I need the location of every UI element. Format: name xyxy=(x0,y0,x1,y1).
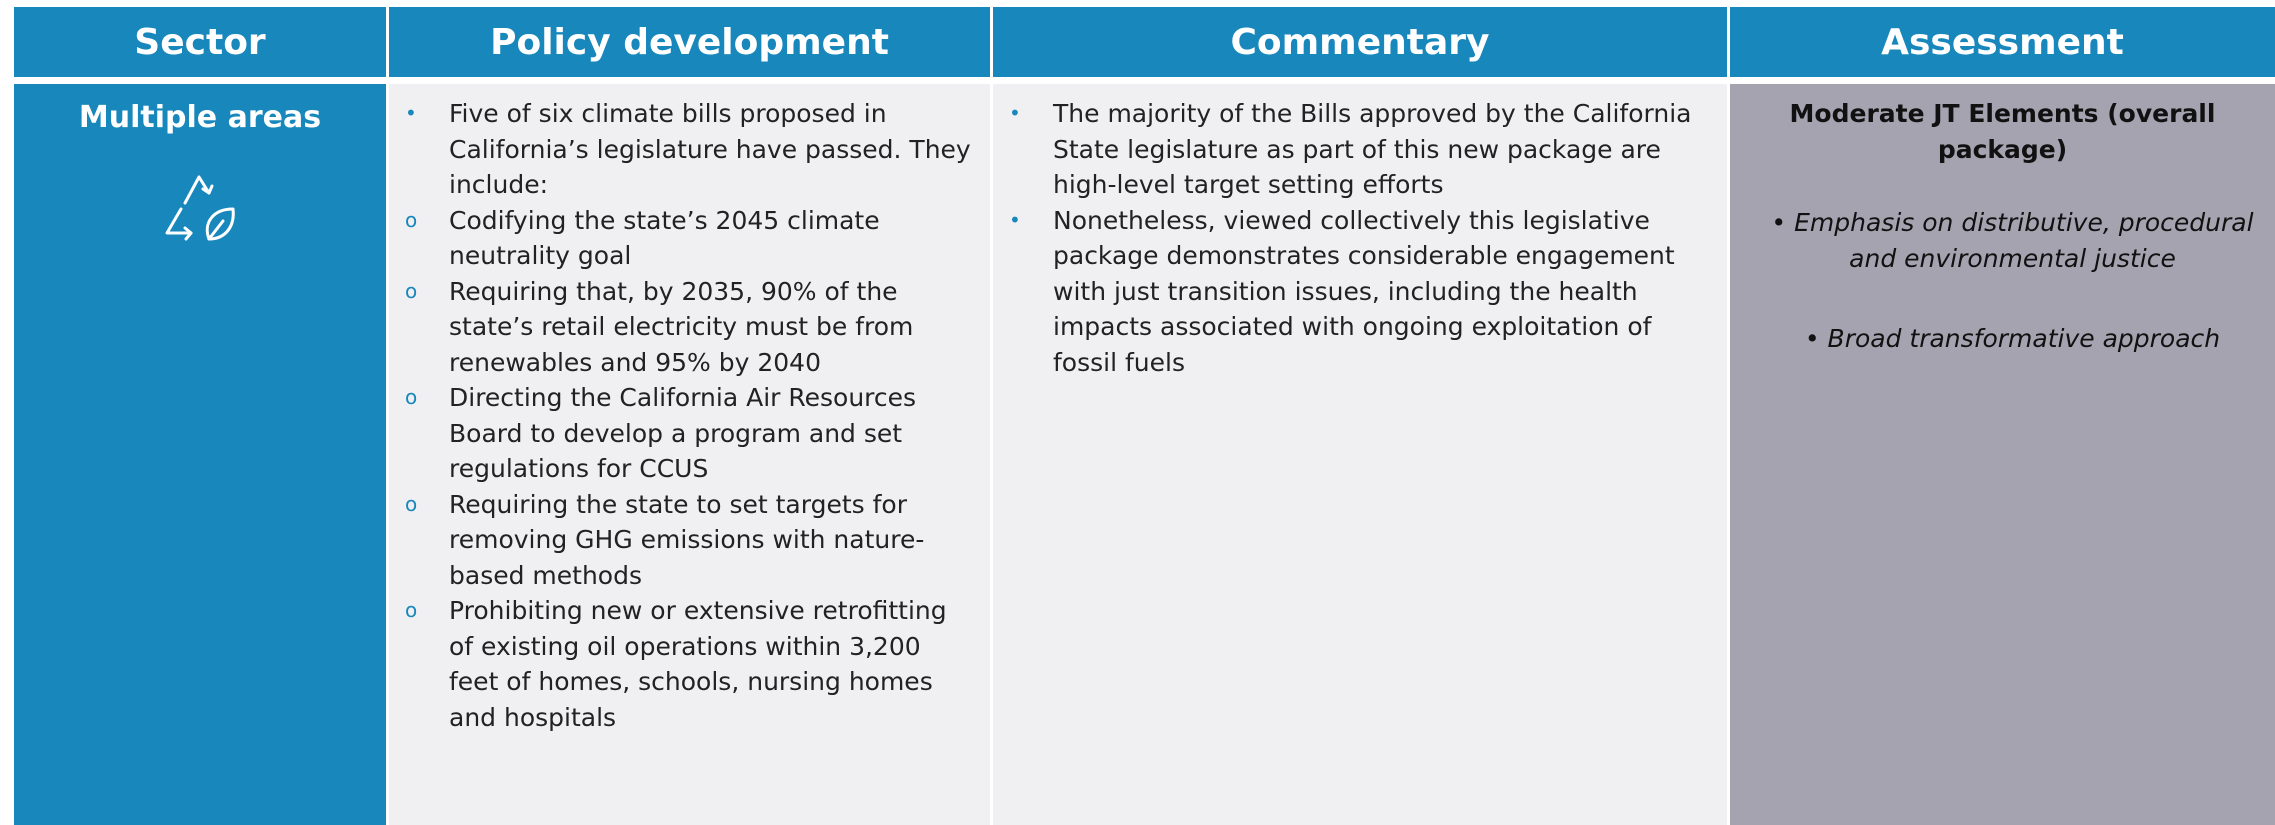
sector-label: Multiple areas xyxy=(78,100,322,135)
policy-item: Directing the California Air Resources B… xyxy=(405,380,972,487)
assessment-item: • Emphasis on distributive, procedural a… xyxy=(1770,205,2255,276)
sector-cell: Multiple areas xyxy=(14,84,386,825)
recycle-leaf-icon xyxy=(165,175,235,241)
policy-intro: Five of six climate bills proposed in Ca… xyxy=(405,96,972,203)
assessment-item: • Broad transformative approach xyxy=(1770,321,2255,357)
policy-item: Codifying the state’s 2045 climate neutr… xyxy=(405,203,972,274)
header-cell: Commentary xyxy=(993,7,1727,77)
commentary-cell: The majority of the Bills approved by th… xyxy=(993,84,1727,825)
commentary-item: The majority of the Bills approved by th… xyxy=(1009,96,1709,203)
policy-item: Requiring that, by 2035, 90% of the stat… xyxy=(405,274,972,381)
bullet: • xyxy=(1804,324,1828,353)
assessment-cell: Moderate JT Elements (overall package) •… xyxy=(1730,84,2275,825)
policy-list: Five of six climate bills proposed in Ca… xyxy=(389,84,990,735)
bullet: • xyxy=(1771,208,1795,237)
policy-item: Prohibiting new or extensive retrofittin… xyxy=(405,593,972,735)
commentary-item: Nonetheless, viewed collectively this le… xyxy=(1009,203,1709,381)
assessment-list: • Emphasis on distributive, procedural a… xyxy=(1730,167,2275,357)
header-cell: Sector xyxy=(14,7,386,77)
policy-item: Requiring the state to set targets for r… xyxy=(405,487,972,594)
commentary-list: The majority of the Bills approved by th… xyxy=(993,84,1727,380)
policy-cell: Five of six climate bills proposed in Ca… xyxy=(389,84,990,825)
header-cell: Assessment xyxy=(1730,7,2275,77)
assessment-text: Emphasis on distributive, procedural and… xyxy=(1794,208,2254,273)
header-cell: Policy development xyxy=(389,7,990,77)
assessment-title: Moderate JT Elements (overall package) xyxy=(1789,99,2216,164)
assessment-text: Broad transformative approach xyxy=(1827,324,2221,353)
